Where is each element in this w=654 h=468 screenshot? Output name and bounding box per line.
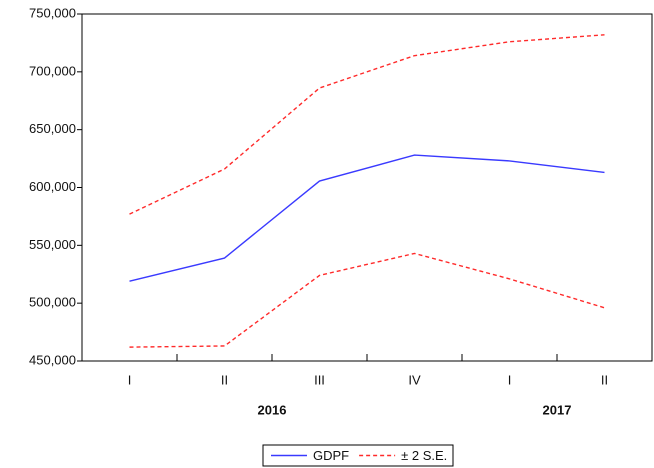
y-tick-label: 650,000 bbox=[29, 121, 76, 136]
series-line bbox=[129, 252, 605, 348]
y-tick-label: 500,000 bbox=[29, 295, 76, 310]
y-tick-label: 450,000 bbox=[29, 352, 76, 367]
series-line bbox=[129, 154, 605, 282]
x-tick-label: I bbox=[128, 372, 132, 387]
y-tick-label: 550,000 bbox=[29, 237, 76, 252]
x-tick-label: III bbox=[314, 372, 325, 387]
legend-label: ± 2 S.E. bbox=[401, 448, 447, 463]
x-tick-label: IV bbox=[408, 372, 421, 387]
y-tick-label: 750,000 bbox=[29, 5, 76, 20]
x-tick-label: I bbox=[508, 372, 512, 387]
y-tick-label: 600,000 bbox=[29, 179, 76, 194]
y-tick-label: 700,000 bbox=[29, 63, 76, 78]
x-group-label: 2017 bbox=[543, 402, 572, 417]
series-line bbox=[129, 34, 605, 215]
legend-label: GDPF bbox=[313, 448, 349, 463]
plot-frame bbox=[81, 13, 653, 362]
x-group-label: 2016 bbox=[258, 402, 287, 417]
x-tick-label: II bbox=[221, 372, 228, 387]
x-tick-label: II bbox=[601, 372, 608, 387]
legend-box bbox=[262, 444, 454, 467]
